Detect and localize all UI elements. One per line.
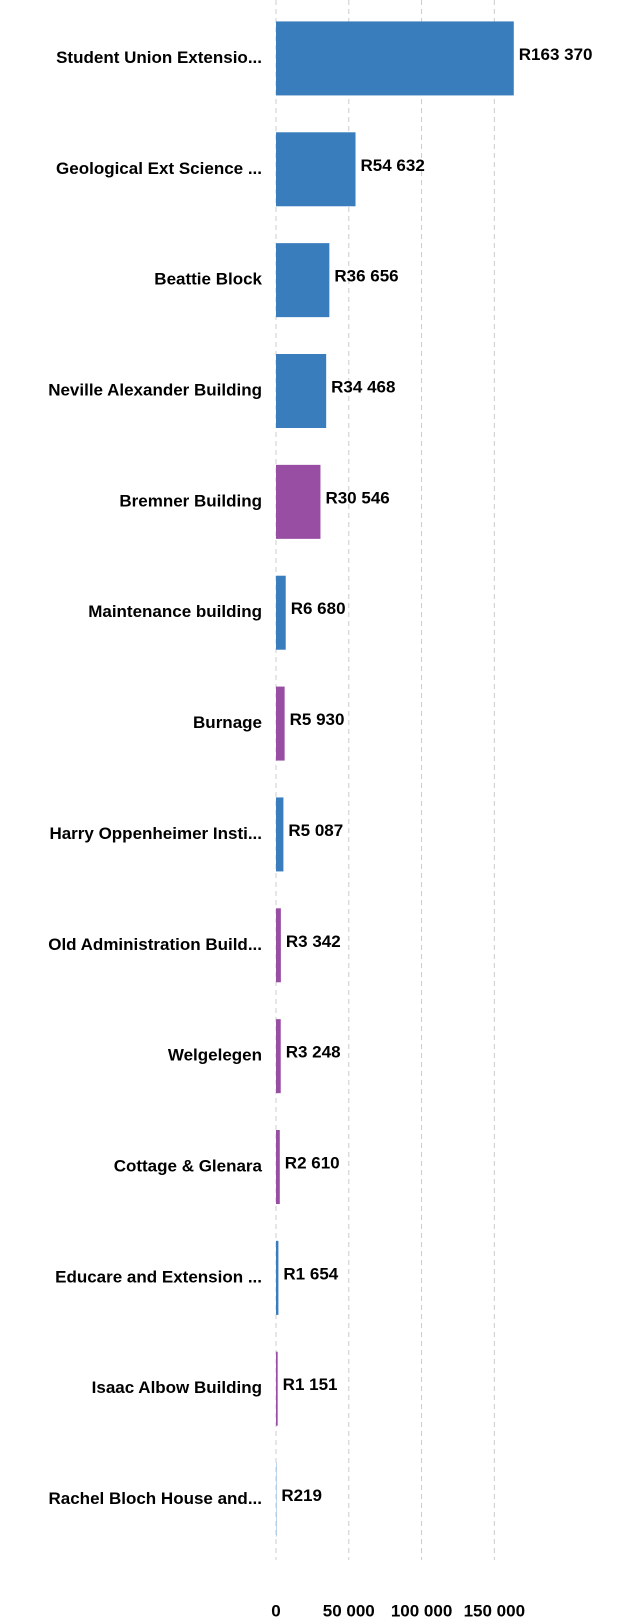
y-tick-label: Old Administration Build... [48,935,262,954]
y-tick-label: Beattie Block [154,270,262,289]
y-tick-label: Cottage & Glenara [114,1156,263,1175]
y-tick-label: Bremner Building [119,491,262,510]
y-tick-label: Neville Alexander Building [48,380,262,399]
bar [276,908,281,983]
value-label: R54 632 [361,156,425,175]
value-label: R30 546 [325,488,389,507]
bar [276,686,285,761]
x-tick-label: 150 000 [464,1601,525,1620]
bar [276,243,330,318]
bar [276,1130,280,1204]
bar [276,1019,281,1094]
value-label: R2 610 [285,1153,340,1172]
bar [276,132,356,207]
bar [276,1351,278,1426]
value-label: R5 087 [288,821,343,840]
bar [276,464,321,539]
value-label: R36 656 [334,267,398,286]
y-tick-label: Harry Oppenheimer Insti... [49,824,262,843]
bar [276,354,327,428]
x-tick-label: 0 [271,1601,280,1620]
value-label: R3 248 [286,1043,341,1062]
x-tick-label: 50 000 [323,1601,375,1620]
y-tick-label: Geological Ext Science ... [56,159,262,178]
value-label: R3 342 [286,932,341,951]
value-label: R1 654 [283,1264,338,1283]
y-tick-label: Maintenance building [88,602,262,621]
bar [276,21,514,96]
y-tick-label: Burnage [193,713,262,732]
y-tick-label: Student Union Extensio... [56,48,262,67]
y-tick-label: Welgelegen [168,1046,262,1065]
value-label: R219 [281,1486,322,1505]
y-tick-label: Isaac Albow Building [92,1378,262,1397]
value-label: R1 151 [283,1375,338,1394]
value-label: R6 680 [291,599,346,618]
y-tick-label: Educare and Extension ... [55,1267,262,1286]
bar [276,575,286,650]
y-tick-label: Rachel Bloch House and... [49,1489,263,1508]
value-label: R34 468 [331,377,395,396]
x-tick-label: 100 000 [391,1601,452,1620]
value-label: R5 930 [290,710,345,729]
bar [276,797,284,872]
value-label: R163 370 [519,45,593,64]
bar [276,1240,279,1315]
